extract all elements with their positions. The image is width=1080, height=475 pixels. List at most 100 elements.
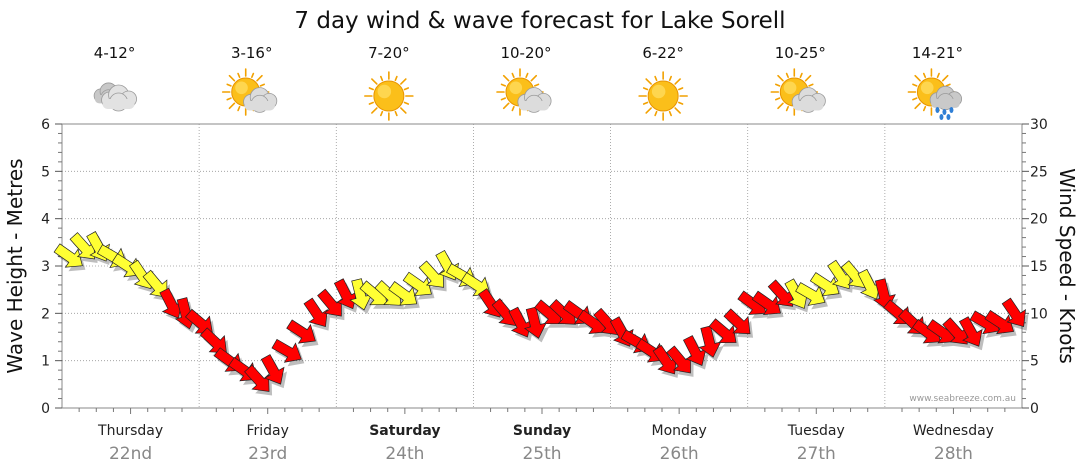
temp-range-label: 6-22° xyxy=(642,44,684,62)
sun-ray xyxy=(936,72,940,79)
wind-arrow xyxy=(271,338,302,363)
sun-ray xyxy=(808,83,814,87)
sun-ray xyxy=(368,87,374,91)
wind-arrow xyxy=(260,354,285,385)
left-tick-label: 3 xyxy=(41,259,50,275)
rain-drop xyxy=(949,107,954,113)
grid-lines xyxy=(62,124,1022,414)
sun-ray xyxy=(403,101,410,105)
day-date-label: 28th xyxy=(934,444,973,464)
sun-ray xyxy=(400,107,407,114)
wind-arrow xyxy=(984,309,1015,335)
sun-ray xyxy=(502,102,510,110)
sun-ray xyxy=(256,74,263,82)
left-tick-label: 6 xyxy=(41,117,50,133)
left-tick-label: 1 xyxy=(41,354,50,370)
wind-arrow xyxy=(508,306,532,338)
wind-arrow xyxy=(958,316,983,347)
wind-arrow xyxy=(53,243,83,268)
sun-ray xyxy=(668,75,672,82)
sun-ray xyxy=(371,107,378,114)
day-name-label: Thursday xyxy=(97,423,163,439)
sun-ray xyxy=(226,97,232,101)
temp-range-label: 10-25° xyxy=(775,44,826,62)
sun-ray xyxy=(785,72,789,79)
right-axis: 0 5 10 15 20 25 30 xyxy=(1022,117,1048,417)
wind-arrow xyxy=(682,335,707,366)
sun-ray xyxy=(394,110,398,117)
sun-ray xyxy=(668,110,672,117)
sun-ray xyxy=(777,74,784,82)
sun-ray xyxy=(394,75,398,82)
rain-shower-icon xyxy=(907,68,963,120)
wind-arrow xyxy=(402,271,432,297)
wind-arrow xyxy=(1001,297,1026,328)
sun-ray xyxy=(654,110,658,117)
cloudy-icon xyxy=(93,82,137,112)
wind-arrow xyxy=(303,297,328,328)
wind-arrow xyxy=(69,232,95,260)
sun-ray xyxy=(511,72,515,79)
sun-highlight xyxy=(651,84,666,99)
day-date-label: 22nd xyxy=(109,444,152,464)
sun-ray xyxy=(912,83,918,87)
day-name-label: Saturday xyxy=(369,423,440,439)
day-name-label: Tuesday xyxy=(787,423,845,439)
right-tick-label: 30 xyxy=(1030,117,1048,133)
cloud-base xyxy=(793,100,824,111)
sun-ray xyxy=(645,107,652,114)
sun-ray xyxy=(530,74,538,82)
right-tick-label: 5 xyxy=(1030,354,1039,370)
left-tick-label: 2 xyxy=(41,306,50,322)
sun-ray xyxy=(674,107,681,114)
sun-ray xyxy=(922,72,927,79)
sun-ray xyxy=(912,97,918,101)
sun-ray xyxy=(678,87,684,91)
sun-ray xyxy=(785,105,789,112)
wind-arrow xyxy=(795,282,826,306)
cloud-base xyxy=(931,98,960,108)
wind-arrow xyxy=(333,278,358,310)
day-date-label: 26th xyxy=(660,444,699,464)
sun-ray xyxy=(922,105,927,112)
right-tick-label: 10 xyxy=(1030,306,1048,322)
partly-cloudy-icon xyxy=(770,68,826,116)
wind-arrow xyxy=(523,306,547,339)
sun-ray xyxy=(500,83,507,87)
partly-cloudy-icon xyxy=(496,68,552,116)
left-axis: 0 1 2 3 4 5 6 xyxy=(41,117,62,417)
sun-ray xyxy=(380,110,384,117)
left-tick-label: 0 xyxy=(41,401,50,417)
wind-arrow xyxy=(708,318,737,343)
sun-ray xyxy=(642,87,649,91)
temp-range-label: 3-16° xyxy=(231,44,273,62)
temp-range-label: 14-21° xyxy=(912,44,963,62)
sun-ray xyxy=(500,97,507,101)
wind-arrow xyxy=(142,269,168,298)
cloud-base xyxy=(102,99,135,109)
wind-arrow xyxy=(942,317,968,345)
wind-arrow xyxy=(767,279,794,307)
wind-arrow xyxy=(809,272,840,297)
cloud-base xyxy=(244,100,275,111)
wind-arrow xyxy=(388,281,418,306)
day-name-label: Monday xyxy=(652,423,707,439)
sun-ray xyxy=(525,72,529,79)
rain-drop xyxy=(942,109,947,115)
sun-ray xyxy=(775,83,781,87)
day-date-label: 24th xyxy=(385,444,424,464)
watermark: www.seabreeze.com.au xyxy=(909,394,1016,404)
sun-ray xyxy=(380,75,384,82)
day-name-label: Sunday xyxy=(513,423,571,439)
sun-ray xyxy=(259,83,265,87)
sun-highlight xyxy=(920,81,934,95)
temp-range-label: 10-20° xyxy=(500,44,551,62)
wind-arrow xyxy=(827,259,852,290)
chart-title: 7 day wind & wave forecast for Lake Sore… xyxy=(294,8,785,34)
left-tick-label: 4 xyxy=(41,212,50,228)
sun-ray xyxy=(674,78,681,85)
right-axis-label: Wind Speed - Knots xyxy=(1055,168,1079,364)
right-tick-label: 25 xyxy=(1030,164,1048,180)
sun-ray xyxy=(226,83,232,87)
